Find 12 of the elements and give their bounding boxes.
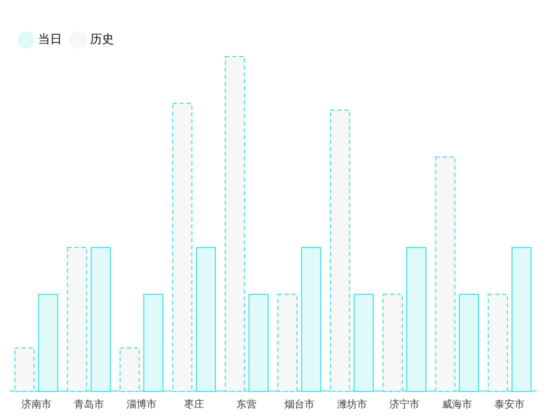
x-tick-label: 威海市	[442, 398, 472, 411]
x-tick-label: 济南市	[21, 398, 52, 411]
legend-label: 历史	[90, 32, 114, 46]
legend-label: 当日	[38, 32, 62, 46]
x-tick-label: 枣庄	[184, 398, 204, 411]
x-tick-label: 淄博市	[126, 398, 156, 411]
x-tick-label: 泰安市	[494, 398, 525, 411]
x-tick-label: 青岛市	[74, 398, 104, 411]
x-tick-label: 济宁市	[390, 398, 420, 411]
x-tick-label: 烟台市	[284, 398, 314, 411]
x-tick-label: 潍坊市	[336, 398, 367, 411]
x-tick-label: 东营	[236, 398, 257, 411]
